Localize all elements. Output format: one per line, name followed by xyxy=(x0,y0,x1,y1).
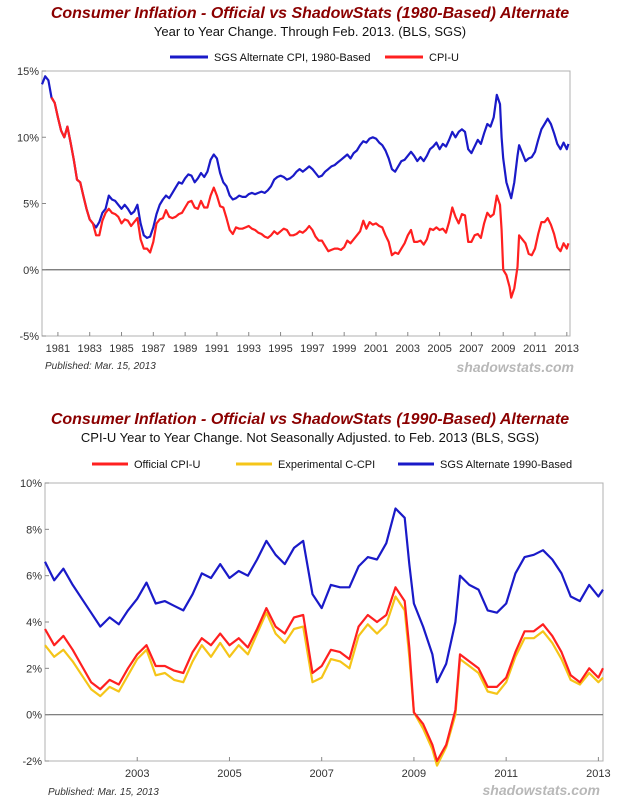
chart-2-legend: Official CPI-U Experimental C-CPI SGS Al… xyxy=(92,459,572,471)
chart-1-y-axis: 15% 10% 5% 0% -5% xyxy=(17,66,46,343)
x-tick-label: 1991 xyxy=(205,343,229,355)
x-tick-label: 2013 xyxy=(555,343,579,355)
y-tick-label: 5% xyxy=(23,199,39,211)
series-line-1 xyxy=(40,75,570,239)
chart-1-legend-label-cpiu: CPI-U xyxy=(429,52,459,64)
x-tick-label: 1995 xyxy=(268,343,292,355)
x-tick-label: 2011 xyxy=(494,768,518,780)
chart-2-plot-frame xyxy=(44,482,604,762)
chart-2-y-axis: 10% 8% 6% 4% 2% 0% -2% xyxy=(20,478,49,768)
x-tick-label: 2009 xyxy=(491,343,515,355)
y-tick-label: 2% xyxy=(26,663,42,675)
chart-1-series xyxy=(40,75,570,299)
x-tick-label: 2003 xyxy=(125,768,149,780)
x-tick-label: 1989 xyxy=(173,343,197,355)
x-tick-label: 1993 xyxy=(237,343,261,355)
chart-1-subtitle: Year to Year Change. Through Feb. 2013. … xyxy=(154,24,466,39)
chart-2-subtitle: CPI-U Year to Year Change. Not Seasonall… xyxy=(81,430,539,445)
x-tick-label: 1983 xyxy=(77,343,101,355)
x-tick-label: 1999 xyxy=(332,343,356,355)
chart-1-plot-frame xyxy=(41,70,571,337)
x-tick-label: 1987 xyxy=(141,343,165,355)
chart-1-x-axis: 1981 1983 1985 1987 1989 1991 1993 1995 1997 1999… xyxy=(46,332,579,355)
x-tick-label: 2011 xyxy=(523,343,547,355)
x-tick-label: 2003 xyxy=(396,343,420,355)
chart-2-published: Published: Mar. 15, 2013 xyxy=(48,787,159,798)
x-tick-label: 2007 xyxy=(309,768,333,780)
chart-1: Consumer Inflation - Official vs ShadowS… xyxy=(17,5,579,375)
x-tick-label: 2009 xyxy=(402,768,426,780)
x-tick-label: 1981 xyxy=(46,343,70,355)
chart-2-series xyxy=(44,507,604,767)
x-tick-label: 1985 xyxy=(109,343,133,355)
series-line-2 xyxy=(50,96,570,299)
chart-2-watermark: shadowstats.com xyxy=(483,782,600,798)
chart-2: Consumer Inflation - Official vs ShadowS… xyxy=(20,411,611,798)
x-tick-label: 2005 xyxy=(217,768,241,780)
series-line-2 xyxy=(44,595,604,767)
y-tick-label: 15% xyxy=(17,66,39,78)
chart-2-title: Consumer Inflation - Official vs ShadowS… xyxy=(51,411,569,428)
chart-1-watermark: shadowstats.com xyxy=(457,359,574,375)
y-tick-label: 0% xyxy=(23,265,39,277)
x-tick-label: 2005 xyxy=(427,343,451,355)
y-tick-label: -5% xyxy=(19,331,39,343)
chart-1-legend-label-sgs: SGS Alternate CPI, 1980-Based xyxy=(214,52,371,64)
y-tick-label: 10% xyxy=(20,478,42,490)
chart-2-legend-label-sgs: SGS Alternate 1990-Based xyxy=(440,459,572,471)
x-tick-label: 1997 xyxy=(300,343,324,355)
y-tick-label: 10% xyxy=(17,132,39,144)
x-tick-label: 2001 xyxy=(364,343,388,355)
y-tick-label: 0% xyxy=(26,710,42,722)
chart-2-x-axis: 2003 2005 2007 2009 2011 2013 xyxy=(125,757,611,780)
series-line-1 xyxy=(44,507,604,684)
x-tick-label: 2007 xyxy=(459,343,483,355)
y-tick-label: 4% xyxy=(26,617,42,629)
chart-2-legend-label-cpiu: Official CPI-U xyxy=(134,459,200,471)
chart-1-published: Published: Mar. 15, 2013 xyxy=(45,361,156,372)
y-tick-label: 8% xyxy=(26,524,42,536)
chart-1-title: Consumer Inflation - Official vs ShadowS… xyxy=(51,5,569,22)
series-line-3 xyxy=(44,586,604,763)
y-tick-label: -2% xyxy=(22,756,42,768)
chart-1-legend: SGS Alternate CPI, 1980-Based CPI-U xyxy=(170,52,459,64)
y-tick-label: 6% xyxy=(26,571,42,583)
chart-2-legend-label-ccpi: Experimental C-CPI xyxy=(278,459,375,471)
x-tick-label: 2013 xyxy=(586,768,610,780)
